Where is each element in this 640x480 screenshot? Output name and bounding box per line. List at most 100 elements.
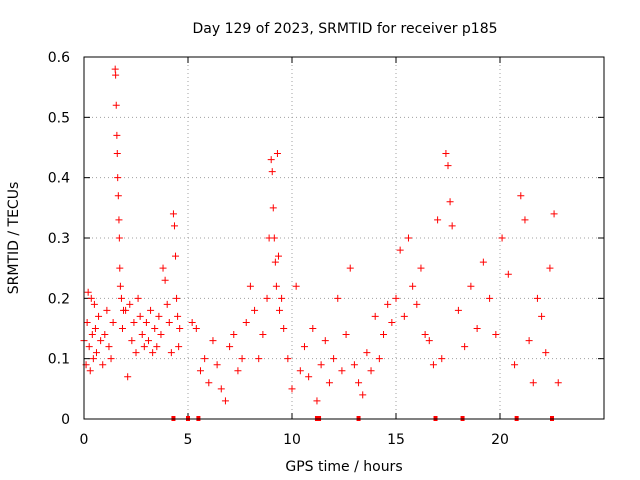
y-tick-label: 0.6 (48, 50, 70, 66)
data-point (118, 325, 126, 332)
data-point (134, 294, 142, 302)
data-point (159, 264, 167, 272)
x-tick-label: 10 (283, 432, 301, 448)
data-point (417, 264, 425, 272)
data-point (157, 331, 165, 339)
data-point (296, 367, 304, 375)
data-point (511, 361, 519, 369)
data-point (161, 276, 169, 284)
data-point (425, 337, 433, 345)
data-point (144, 337, 152, 345)
data-point (116, 282, 124, 290)
data-point (238, 355, 246, 363)
x-axis-label: GPS time / hours (285, 459, 402, 475)
data-point (84, 288, 92, 296)
data-point (346, 264, 354, 272)
data-point (550, 210, 558, 218)
data-point (192, 325, 200, 332)
data-point (263, 294, 271, 302)
data-point (438, 355, 446, 363)
data-point (155, 312, 163, 320)
data-point (409, 282, 417, 290)
data-point (267, 156, 275, 164)
data-point (421, 331, 429, 339)
data-point (169, 210, 177, 218)
data-point (454, 306, 462, 314)
data-point (114, 174, 122, 182)
data-point (170, 222, 178, 230)
data-point (205, 379, 213, 387)
data-point (546, 264, 554, 272)
data-point (278, 294, 286, 302)
data-point (95, 312, 103, 320)
data-point (111, 65, 119, 73)
data-point (504, 270, 512, 278)
data-point (251, 306, 259, 314)
data-point (89, 355, 97, 363)
data-point (112, 101, 120, 109)
data-point (221, 397, 229, 405)
data-point (88, 331, 96, 339)
data-series (169, 210, 184, 351)
data-point (92, 349, 100, 357)
data-point (517, 192, 525, 200)
data-point (128, 337, 136, 345)
data-point (371, 312, 379, 320)
data-point (276, 306, 284, 314)
data-point (242, 318, 250, 326)
data-point (124, 373, 132, 381)
y-tick-label: 0.1 (48, 352, 70, 368)
data-point (90, 300, 98, 308)
data-point (269, 204, 277, 212)
gridlines (84, 57, 604, 419)
data-point (113, 150, 121, 158)
data-point (492, 331, 500, 339)
data-point (384, 300, 392, 308)
x-tick-label: 15 (387, 432, 405, 448)
data-point (367, 367, 375, 375)
y-tick-label: 0.2 (48, 291, 70, 307)
data-point (392, 294, 400, 302)
data-series (111, 65, 128, 332)
data-point (292, 282, 300, 290)
data-point (274, 252, 282, 260)
data-point (271, 258, 279, 266)
data-point (163, 300, 171, 308)
data-point (355, 379, 363, 387)
data-point (259, 331, 267, 339)
data-point (226, 343, 234, 351)
data-point (136, 312, 144, 320)
data-point (115, 234, 123, 242)
data-point (103, 306, 111, 314)
data-series (122, 264, 175, 381)
data-point (521, 216, 529, 224)
y-tick-label: 0.3 (48, 231, 70, 247)
data-point (246, 282, 254, 290)
data-point (479, 258, 487, 266)
data-point (334, 294, 342, 302)
data-point (317, 361, 325, 369)
data-point (116, 264, 124, 272)
data-point (313, 397, 321, 405)
data-point (255, 355, 263, 363)
data-point (342, 331, 350, 339)
data-point (113, 131, 121, 139)
data-point (188, 318, 196, 326)
data-point (284, 355, 292, 363)
data-point (538, 312, 546, 320)
data-point (122, 306, 130, 314)
data-point (442, 150, 450, 158)
data-point (554, 379, 562, 387)
data-point (434, 216, 442, 224)
data-point (91, 325, 99, 332)
data-point (486, 294, 494, 302)
data-point (380, 331, 388, 339)
data-point (498, 234, 506, 242)
data-point (280, 325, 288, 332)
data-series (454, 192, 562, 387)
data-point (305, 373, 313, 381)
data-point (101, 331, 109, 339)
data-point (525, 337, 533, 345)
data-point (153, 343, 161, 351)
